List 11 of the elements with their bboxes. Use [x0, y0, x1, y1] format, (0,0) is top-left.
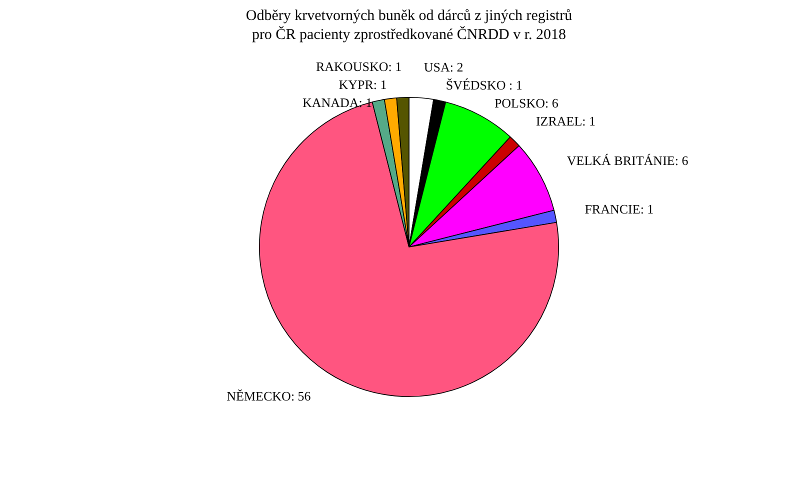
slice-label: ŠVÉDSKO : 1 [446, 78, 522, 93]
slice-label: KANADA: 1 [302, 95, 372, 110]
chart-title: Odběry krvetvorných buněk od dárců z jiných registrů pro ČR pacienty zprostředkované ČNRDD v r. 2018 [246, 8, 573, 43]
slice-label: IZRAEL: 1 [536, 114, 596, 129]
slice-label: RAKOUSKO: 1 [316, 59, 402, 74]
slice-label: POLSKO: 6 [494, 96, 559, 111]
slice-label: KYPR: 1 [338, 77, 387, 92]
slice-label: VELKÁ BRITÁNIE: 6 [566, 152, 689, 168]
slice-label: FRANCIE: 1 [584, 202, 654, 217]
slice-label: NĚMECKO: 56 [226, 388, 312, 404]
slice-label: USA: 2 [424, 60, 464, 75]
